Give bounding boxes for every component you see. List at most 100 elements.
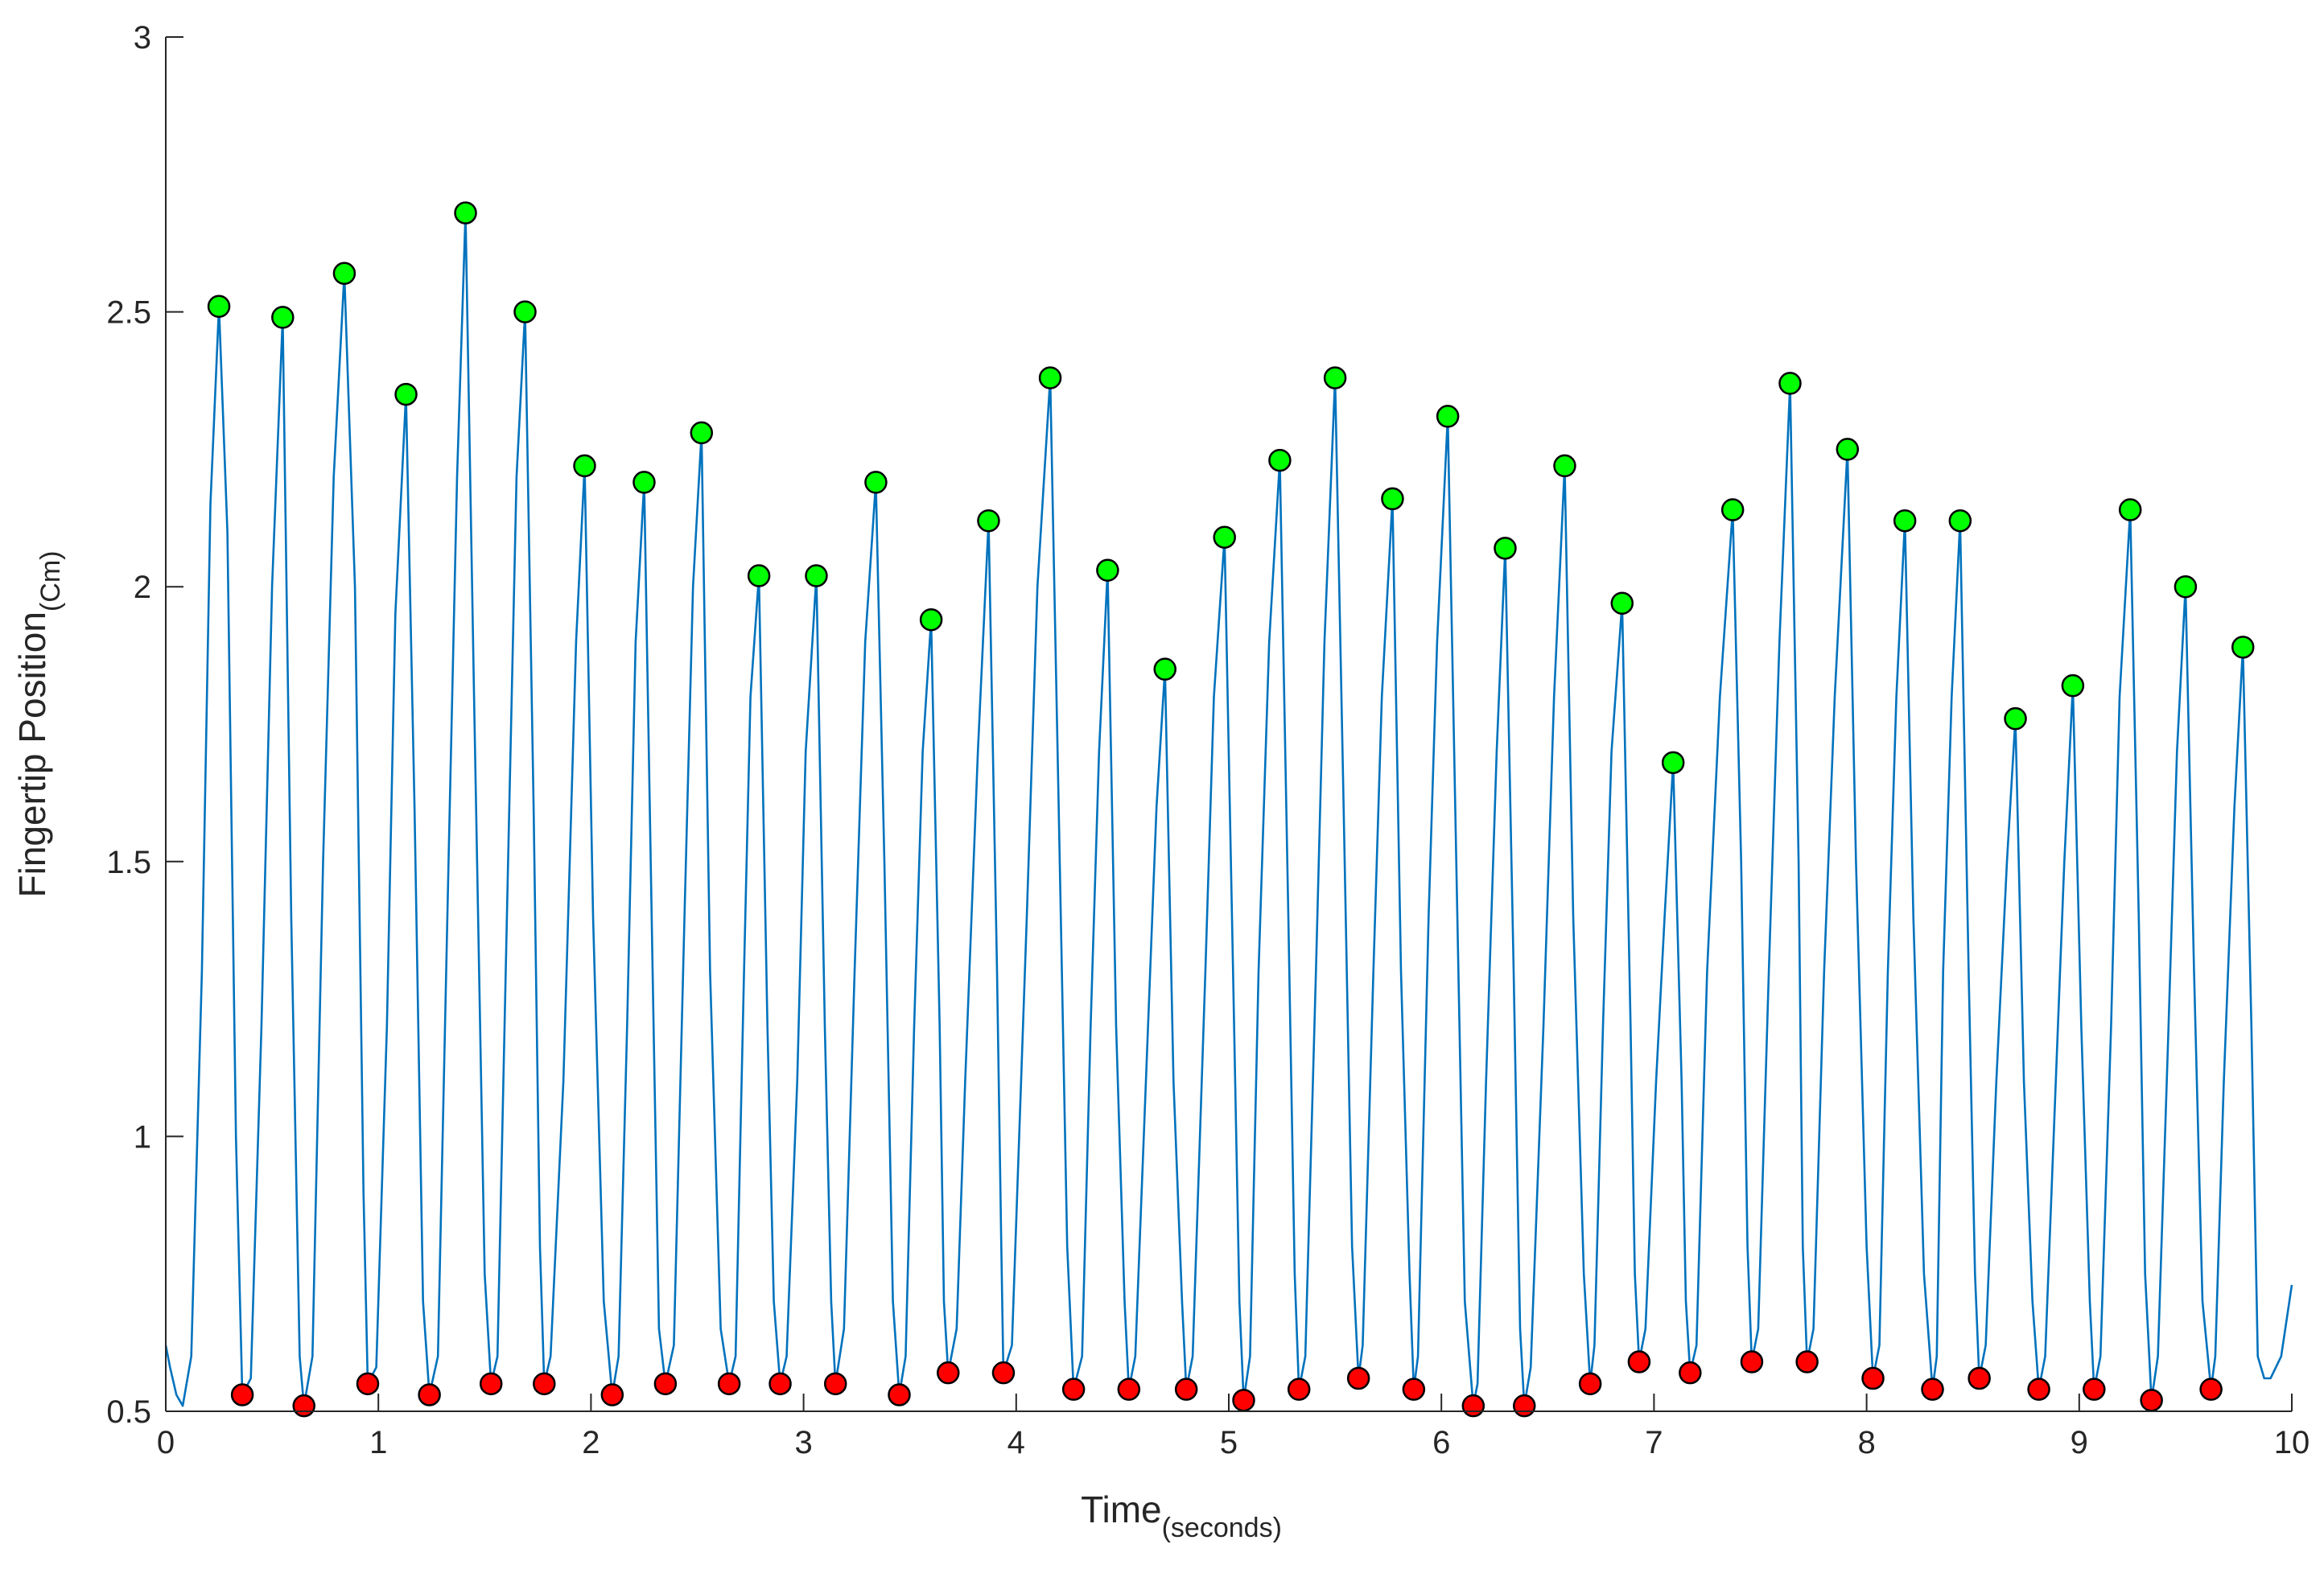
trough-marker bbox=[600, 1383, 624, 1406]
x-tick-label: 3 bbox=[794, 1425, 812, 1460]
peak-marker bbox=[2231, 636, 2255, 659]
x-axis-label-unit: (seconds) bbox=[1162, 1513, 1282, 1543]
peak-marker bbox=[864, 471, 888, 494]
trough-marker bbox=[1232, 1389, 1255, 1412]
peak-marker bbox=[1268, 448, 1292, 472]
x-tick-label: 4 bbox=[1007, 1425, 1025, 1460]
peak-marker bbox=[747, 564, 771, 587]
trough-marker bbox=[1578, 1372, 1602, 1396]
trough-marker bbox=[1174, 1378, 1198, 1401]
trough-marker bbox=[356, 1372, 380, 1396]
trough-marker bbox=[1287, 1378, 1311, 1401]
peak-marker bbox=[454, 201, 477, 224]
peak-marker bbox=[513, 300, 537, 323]
peak-marker bbox=[1661, 751, 1685, 775]
trough-marker bbox=[2027, 1378, 2050, 1401]
x-axis-title: Time(seconds) bbox=[1081, 1489, 1282, 1543]
x-axis-label: Time bbox=[1081, 1489, 1162, 1530]
x-tick-label: 0 bbox=[157, 1425, 175, 1460]
trough-marker bbox=[1402, 1378, 1426, 1401]
peak-marker bbox=[1381, 487, 1404, 511]
trough-marker bbox=[991, 1361, 1016, 1385]
y-ticks: 0.5 1 1.5 2 2.5 3 bbox=[106, 20, 183, 1430]
peak-marker bbox=[633, 471, 656, 494]
peak-marker bbox=[1213, 525, 1236, 549]
x-ticks: 0 1 2 3 4 5 6 7 8 9 10 bbox=[157, 1394, 2310, 1460]
peak-marker bbox=[977, 509, 1000, 533]
x-tick-label: 9 bbox=[2071, 1425, 2088, 1460]
trough-marker bbox=[1461, 1394, 1485, 1418]
y-tick-label: 1.5 bbox=[106, 845, 151, 880]
peak-marker bbox=[1948, 509, 1972, 533]
peak-marker bbox=[1436, 405, 1460, 428]
peak-marker bbox=[1778, 372, 1802, 395]
x-tick-label: 10 bbox=[2274, 1425, 2310, 1460]
y-axis-label-unit: (Cm) bbox=[35, 551, 66, 612]
peak-marker bbox=[2174, 574, 2198, 599]
peak-marker bbox=[2004, 706, 2027, 731]
peak-marker bbox=[332, 262, 356, 286]
y-axis-title: Fingertip Position(Cm) bbox=[11, 551, 66, 898]
peak-marker bbox=[394, 382, 418, 406]
peak-marker bbox=[690, 421, 714, 445]
trough-marker bbox=[1679, 1361, 1702, 1385]
peak-marker bbox=[1610, 591, 1634, 615]
peak-marker bbox=[1096, 558, 1119, 582]
trough-marker bbox=[418, 1383, 441, 1406]
peak-marker bbox=[1494, 537, 1517, 560]
trough-marker bbox=[1346, 1366, 1370, 1390]
trough-marker bbox=[1627, 1350, 1651, 1373]
trough-marker bbox=[1061, 1378, 1086, 1401]
peak-marker bbox=[1038, 366, 1062, 389]
trough-marker bbox=[1740, 1350, 1764, 1373]
peak-marker bbox=[1836, 438, 1860, 461]
y-tick-label: 2 bbox=[134, 570, 151, 605]
trough-marker bbox=[533, 1372, 556, 1396]
y-axis-label: Fingertip Position bbox=[11, 612, 53, 897]
trough-marker bbox=[292, 1394, 315, 1418]
trough-marker bbox=[1795, 1350, 1819, 1373]
trough-marker bbox=[823, 1372, 847, 1396]
x-tick-label: 2 bbox=[582, 1425, 600, 1460]
trough-marker bbox=[888, 1383, 911, 1406]
peak-marker bbox=[2118, 498, 2142, 521]
trough-marker bbox=[653, 1372, 678, 1396]
peak-marker bbox=[271, 306, 295, 329]
peak-marker bbox=[1720, 498, 1745, 521]
trough-marker bbox=[479, 1372, 503, 1396]
x-tick-label: 5 bbox=[1220, 1425, 1238, 1460]
peak-markers bbox=[207, 201, 2255, 775]
y-tick-label: 3 bbox=[134, 20, 151, 56]
trough-marker bbox=[1512, 1394, 1536, 1418]
peak-marker bbox=[1893, 509, 1917, 533]
x-tick-label: 1 bbox=[369, 1425, 387, 1460]
trough-marker bbox=[2140, 1389, 2163, 1412]
peak-marker bbox=[2061, 673, 2085, 698]
trough-marker bbox=[1921, 1378, 1944, 1401]
peak-marker bbox=[207, 294, 231, 319]
peak-marker bbox=[919, 607, 943, 632]
y-tick-label: 0.5 bbox=[106, 1394, 151, 1430]
trough-marker bbox=[1968, 1366, 1991, 1390]
trough-marker bbox=[717, 1372, 741, 1396]
x-tick-label: 7 bbox=[1645, 1425, 1663, 1460]
trough-marker bbox=[1861, 1366, 1885, 1390]
y-tick-label: 1 bbox=[134, 1119, 151, 1155]
trough-marker bbox=[937, 1361, 960, 1385]
trough-marker bbox=[1117, 1378, 1141, 1401]
trough-marker bbox=[230, 1383, 254, 1406]
trough-marker bbox=[2199, 1378, 2223, 1401]
peak-marker bbox=[1153, 657, 1176, 681]
peak-marker bbox=[573, 454, 596, 478]
plot-area bbox=[164, 201, 2293, 1418]
peak-marker bbox=[1553, 454, 1576, 478]
trough-marker bbox=[768, 1372, 792, 1396]
x-tick-label: 6 bbox=[1432, 1425, 1450, 1460]
trough-marker bbox=[2083, 1378, 2106, 1401]
peak-marker bbox=[805, 564, 828, 587]
peak-marker bbox=[1323, 366, 1347, 389]
x-tick-label: 8 bbox=[1857, 1425, 1875, 1460]
y-tick-label: 2.5 bbox=[106, 295, 151, 331]
